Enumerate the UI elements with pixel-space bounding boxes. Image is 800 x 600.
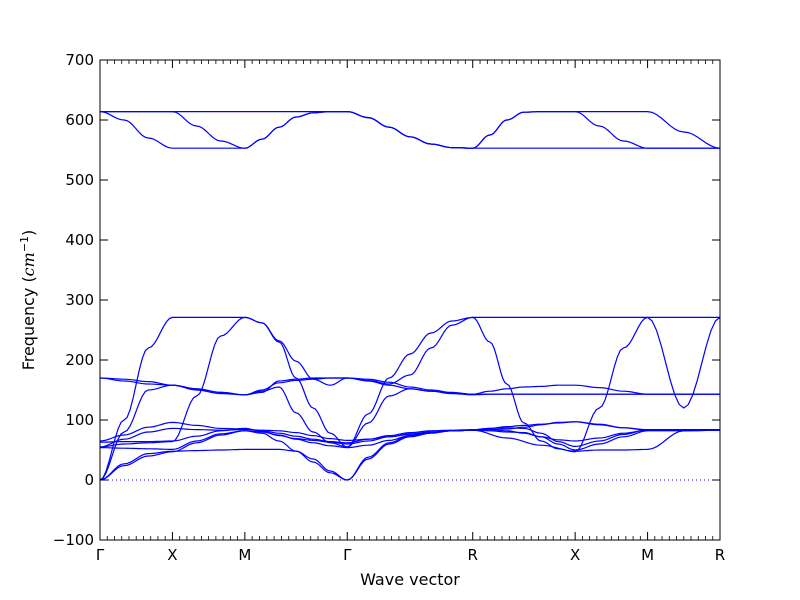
y-tick-label: 500 <box>65 171 94 189</box>
x-axis-label: Wave vector <box>360 570 460 589</box>
x-tick-label: X <box>167 546 177 564</box>
x-tick-label: R <box>715 546 725 564</box>
phonon-band-10 <box>100 316 720 481</box>
phonon-band-8 <box>100 316 720 453</box>
y-axis-label-exp: −1 <box>18 236 31 252</box>
phonon-band-4 <box>100 427 720 448</box>
y-tick-label: 400 <box>65 231 94 249</box>
phonon-band-11 <box>100 316 720 448</box>
y-tick-label: 300 <box>65 291 94 309</box>
y-axis-label-suffix: ) <box>19 230 38 236</box>
y-axis-label-unit: cm <box>19 252 38 276</box>
y-tick-label: −100 <box>53 531 94 549</box>
phonon-band-5 <box>100 421 720 445</box>
x-tick-label: R <box>468 546 478 564</box>
plot-frame <box>99 59 721 541</box>
phonon-band-13 <box>100 111 720 149</box>
y-axis-label: Frequency (cm−1) <box>18 230 38 371</box>
phonon-band-2 <box>100 429 720 481</box>
y-tick-label: 100 <box>65 411 94 429</box>
x-tick-label: M <box>641 546 654 564</box>
phonon-band-6 <box>100 421 720 448</box>
x-tick-label: Γ <box>96 546 105 564</box>
phonon-band-1 <box>100 429 720 481</box>
x-tick-label: Γ <box>343 546 352 564</box>
y-tick-label: 200 <box>65 351 94 369</box>
y-ticks: −100 0 100 200 300 400 500 600 700 <box>53 51 720 549</box>
y-tick-label: 700 <box>65 51 94 69</box>
phonon-band-3 <box>100 421 720 451</box>
y-tick-label: 600 <box>65 111 94 129</box>
x-tick-label: X <box>570 546 580 564</box>
y-tick-label: 0 <box>84 471 94 489</box>
phonon-band-9 <box>100 377 720 481</box>
x-tick-label: M <box>238 546 251 564</box>
bands-layer <box>100 111 720 481</box>
phonon-band-12 <box>100 111 720 149</box>
phonon-band-14 <box>100 111 720 149</box>
y-axis-label-prefix: Frequency ( <box>19 276 38 370</box>
